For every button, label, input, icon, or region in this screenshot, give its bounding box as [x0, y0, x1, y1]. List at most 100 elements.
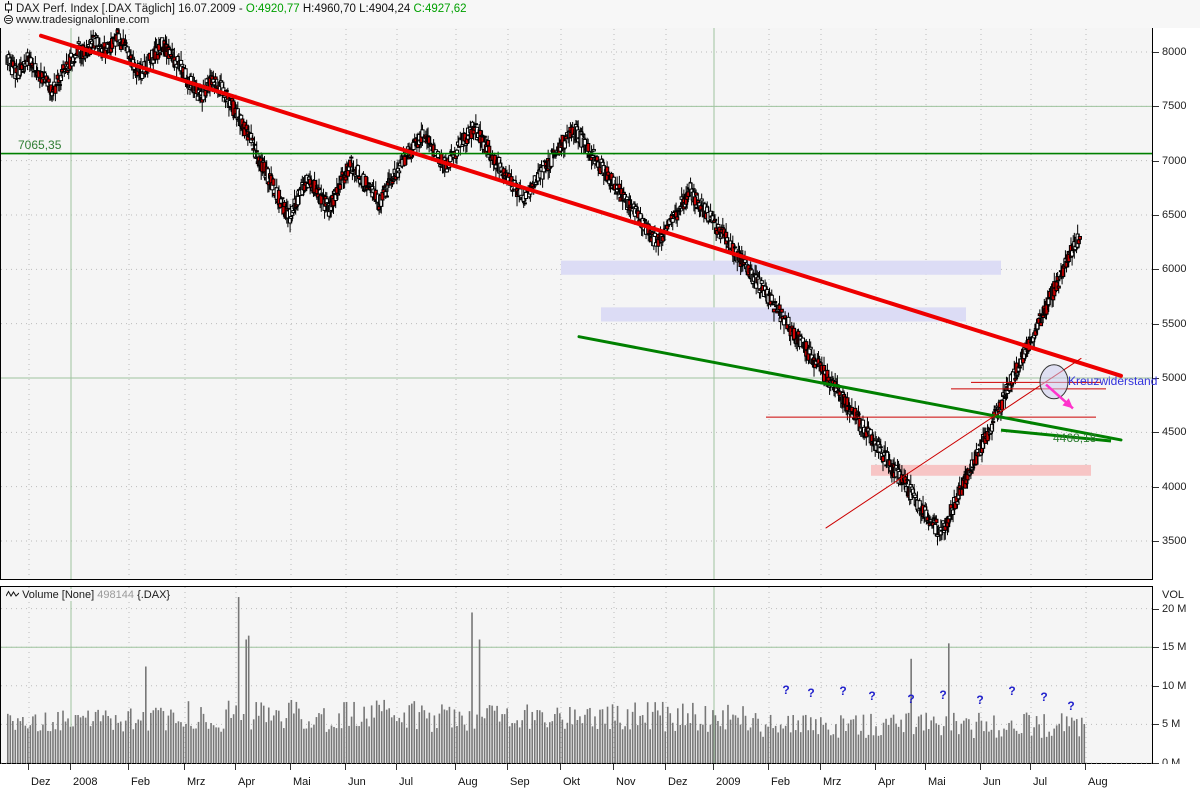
price-tick-label-8000: 8000 [1162, 46, 1187, 59]
time-tick-label-2009: 2009 [716, 776, 741, 788]
volume-axis-unit: VOL [1162, 589, 1185, 601]
time-tick-mark [290, 764, 291, 770]
price-tick-label-5000: 5000 [1162, 371, 1187, 384]
time-tick-mark [1085, 764, 1086, 770]
price-tick-label-6500: 6500 [1162, 209, 1187, 221]
volume-tick-label: 10 M [1162, 679, 1187, 692]
copyright-icon [4, 15, 13, 27]
volume-tick-label: 20 M [1162, 602, 1187, 615]
website-url: www.tradesignalonline.com [16, 14, 150, 26]
time-tick-label-Sep: Sep [510, 776, 530, 788]
volume-question-mark: ? [1040, 690, 1048, 704]
time-tick-label-Mrz: Mrz [187, 776, 206, 788]
time-axis: Dez 2008 Feb Mrz Apr Mai Jun Jul Aug Sep Okt Nov Dez… [0, 764, 1200, 800]
price-tick-label-3500: 3500 [1162, 534, 1187, 547]
volume-tick-mark [1153, 724, 1159, 726]
time-tick-mark [455, 764, 456, 770]
time-tick-mark [665, 764, 666, 770]
instrument-title: DAX Perf. Index [.DAX Täglich] 16.07.200… [16, 3, 243, 15]
volume-plot [1, 587, 1152, 764]
volume-tick-mark [1153, 763, 1159, 764]
time-tick-label-Feb: Feb [131, 776, 150, 788]
price-tick-mark [1153, 432, 1159, 434]
time-tick-label-Aug: Aug [458, 776, 478, 788]
time-tick-mark [507, 764, 508, 770]
price-axis: € 80007500700065006000550050004500400035… [1153, 13, 1200, 580]
time-tick-label-Apr: Apr [238, 776, 256, 788]
price-tick-label-6000: 6000 [1162, 263, 1187, 276]
time-tick-label-Mrz: Mrz [823, 776, 842, 788]
instrument-header-line: DAX Perf. Index [.DAX Täglich] 16.07.200… [4, 1, 467, 16]
volume-question-mark: ? [807, 686, 815, 700]
time-tick-mark [70, 764, 71, 770]
price-tick-mark [1153, 106, 1159, 108]
price-tick-label-5500: 5500 [1162, 317, 1187, 330]
resistance-annotation: Kreuzwiderstand [1068, 373, 1158, 388]
price-tick-mark [1153, 377, 1159, 379]
price-tick-label-4000: 4000 [1162, 480, 1187, 493]
time-tick-label-Aug: Aug [1088, 776, 1108, 788]
volume-value: 498144 [97, 589, 134, 601]
time-tick-mark [128, 764, 129, 770]
time-tick-mark [980, 764, 981, 770]
time-tick-label-Dez: Dez [31, 776, 51, 788]
volume-question-mark: ? [782, 683, 790, 697]
time-tick-mark [820, 764, 821, 770]
time-tick-label-Jul: Jul [1033, 776, 1048, 788]
volume-question-mark: ? [907, 692, 915, 706]
price-tick-mark [1153, 323, 1159, 325]
volume-title: Volume [None] [22, 589, 95, 601]
time-tick-label-Jun: Jun [348, 776, 366, 788]
low-value: L:4904,24 [359, 3, 411, 15]
volume-question-mark: ? [839, 684, 847, 698]
time-tick-mark [925, 764, 926, 770]
price-tick-mark [1153, 160, 1159, 162]
price-tick-label-7000: 7000 [1162, 154, 1187, 167]
price-tick-mark [1153, 215, 1159, 216]
price-tick-label-4500: 4500 [1162, 426, 1187, 439]
target-price-label: 4468,18 [1053, 430, 1097, 445]
price-tick-mark [1153, 269, 1159, 271]
time-tick-mark [613, 764, 614, 770]
chart-header: DAX Perf. Index [.DAX Täglich] 16.07.200… [0, 0, 1200, 28]
candlestick-icon [4, 1, 13, 16]
wave-icon [5, 589, 22, 601]
time-tick-label-Mai: Mai [928, 776, 946, 788]
time-tick-mark [396, 764, 397, 770]
time-tick-mark [235, 764, 236, 770]
volume-tick-mark [1153, 647, 1159, 649]
time-tick-label-2008: 2008 [73, 776, 98, 788]
time-tick-mark [560, 764, 561, 770]
price-plot [1, 14, 1152, 579]
time-tick-label-Jun: Jun [983, 776, 1001, 788]
open-value: O:4920,77 [245, 3, 300, 15]
volume-question-mark: ? [976, 693, 984, 707]
volume-chart-pane[interactable]: Volume [None] 498144 {.DAX} [0, 586, 1153, 764]
volume-question-mark: ? [1008, 684, 1016, 698]
time-tick-mark [1030, 764, 1031, 770]
price-tick-label-7500: 7500 [1162, 100, 1187, 113]
time-tick-label-Dez: Dez [668, 776, 688, 788]
support-line-label: 7065,35 [18, 137, 62, 152]
price-chart-pane[interactable] [0, 13, 1153, 580]
time-tick-mark [28, 764, 29, 770]
close-value: C:4927,62 [413, 3, 467, 15]
volume-tick-mark [1153, 685, 1159, 687]
time-tick-mark [875, 764, 876, 770]
time-tick-label-Mai: Mai [293, 776, 311, 788]
volume-question-mark: ? [1067, 699, 1075, 713]
high-value: H:4960,70 [302, 3, 356, 15]
volume-question-mark: ? [939, 688, 947, 702]
volume-symbol: {.DAX} [137, 589, 171, 601]
price-tick-mark [1153, 52, 1159, 54]
volume-header: Volume [None] 498144 {.DAX} [4, 589, 173, 601]
time-tick-label-Okt: Okt [563, 776, 581, 788]
price-tick-mark [1153, 540, 1159, 542]
time-tick-mark [345, 764, 346, 770]
volume-tick-mark [1153, 608, 1159, 610]
time-tick-mark [713, 764, 714, 770]
website-line: www.tradesignalonline.com [4, 14, 149, 27]
time-tick-label-Feb: Feb [771, 776, 790, 788]
